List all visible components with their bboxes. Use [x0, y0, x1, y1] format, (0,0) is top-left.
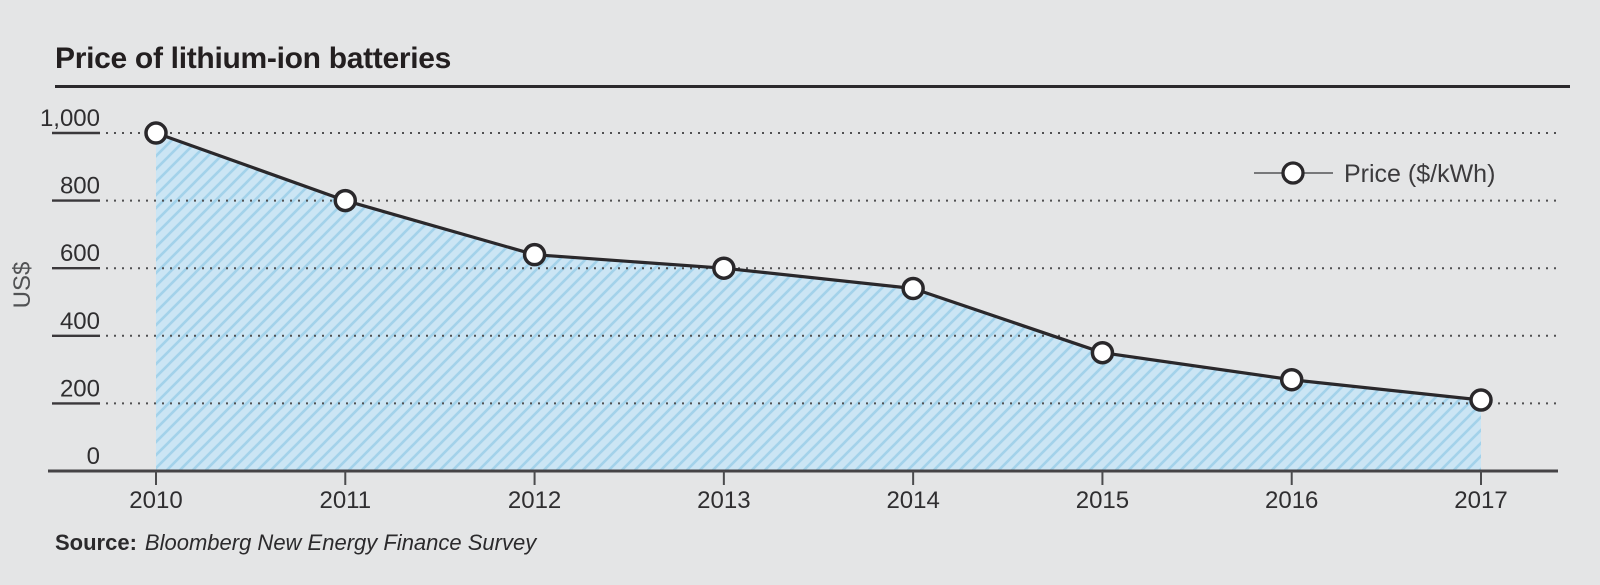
xtick-label-2010: 2010	[129, 487, 182, 514]
xtick-label-2016: 2016	[1265, 487, 1318, 514]
xtick-label-2015: 2015	[1076, 487, 1129, 514]
marker-2012	[522, 242, 547, 267]
source-text: Bloomberg New Energy Finance Survey	[144, 530, 537, 555]
legend: Price ($/kWh)	[1254, 160, 1495, 188]
marker-2015	[1090, 340, 1115, 365]
ytick-label-400: 400	[60, 308, 100, 335]
marker-2014	[901, 276, 925, 301]
legend-marker	[1281, 161, 1305, 185]
chart-title: Price of lithium-ion batteries	[55, 42, 452, 75]
ytick-label-200: 200	[60, 375, 100, 402]
marker-2013	[712, 256, 736, 280]
ytick-label-600: 600	[60, 240, 100, 267]
source-label: Source:	[55, 530, 137, 555]
xtick-label-2012: 2012	[508, 487, 561, 514]
marker-2011	[333, 188, 358, 213]
price-line	[155, 131, 1482, 402]
area-fill	[156, 133, 1481, 471]
xtick-label-2011: 2011	[319, 487, 371, 514]
marker-2017	[1469, 388, 1493, 412]
xtick-label-2017: 2017	[1454, 487, 1507, 514]
source-line: Source: Bloomberg New Energy Finance Surv…	[55, 530, 536, 556]
area-hatch	[156, 133, 1481, 471]
y-axis-title: US$	[9, 262, 36, 309]
ytick-label-0: 0	[87, 443, 100, 470]
ytick-label-800: 800	[60, 173, 100, 200]
marker-2016	[1279, 367, 1304, 392]
x-axis: 2010 2011 2012 2013 2014 2015 2016 2017	[48, 469, 1558, 514]
legend-label: Price ($/kWh)	[1344, 160, 1495, 188]
ytick-label-1000: 1,000	[40, 105, 100, 132]
xtick-label-2013: 2013	[697, 487, 750, 514]
title-rule	[55, 85, 1570, 88]
xtick-label-2014: 2014	[886, 487, 939, 514]
marker-2010	[144, 121, 168, 145]
price-markers	[144, 121, 1493, 412]
